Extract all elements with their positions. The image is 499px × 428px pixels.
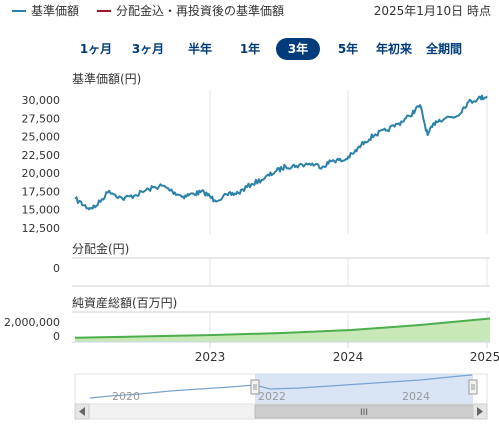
tab-1-month[interactable]: 1ヶ月 [79, 42, 113, 56]
tab-half-year[interactable]: 半年 [187, 42, 212, 56]
range-navigator[interactable]: 2020 2022 2024 [74, 373, 488, 405]
tab-all-time[interactable]: 全期間 [425, 42, 462, 56]
tab-1-year[interactable]: 1年 [239, 42, 261, 56]
price-series-line [74, 94, 488, 211]
distribution-panel: 0 [53, 257, 490, 287]
navigator-right-handle[interactable] [468, 379, 478, 395]
legend-base-price[interactable]: 基準価額 [12, 2, 79, 19]
navigator-series-line [89, 374, 473, 399]
price-y-tick: 15,000 [22, 204, 61, 217]
legend-reinvested-line [97, 9, 112, 12]
price-y-tick: 17,500 [22, 185, 61, 198]
legend-reinvested[interactable]: 分配金込・再投資後の基準価額 [97, 2, 284, 19]
chart-legend: 基準価額 分配金込・再投資後の基準価額 [12, 2, 302, 19]
scroll-left-arrow-icon [79, 407, 85, 416]
net-assets-y-tick-0: 0 [53, 330, 60, 343]
net-assets-line [74, 317, 491, 339]
x-tick-2024: 2024 [333, 350, 364, 364]
price-y-tick: 20,000 [22, 167, 61, 180]
tab-ytd[interactable]: 年初来 [375, 42, 412, 56]
net-assets-panel-title: 純資産総額(百万円) [72, 296, 178, 310]
scroll-right-arrow-icon [477, 407, 483, 416]
price-panel-title: 基準価額(円) [72, 72, 142, 86]
tab-3-years[interactable]: 3年 [276, 38, 320, 60]
price-y-tick: 30,000 [22, 94, 61, 107]
net-assets-y-tick-2m: 2,000,000 [4, 316, 60, 329]
navigator-scrollbar[interactable]: III [74, 403, 488, 420]
price-y-tick: 12,500 [22, 222, 61, 235]
price-y-tick: 25,000 [22, 131, 61, 144]
navigator-year-2022: 2022 [258, 390, 286, 403]
as-of-date: 2025年1月10日 時点 [373, 4, 491, 18]
scrollbar-thumb-grip: III [360, 408, 368, 418]
navigator-selection[interactable] [255, 374, 473, 404]
legend-reinvested-label: 分配金込・再投資後の基準価額 [116, 4, 285, 18]
price-y-axis: 30,000 27,500 25,000 22,500 20,000 17,500 15,0… [22, 94, 61, 235]
price-y-tick: 22,500 [22, 149, 61, 162]
x-tick-2023: 2023 [195, 350, 226, 364]
net-assets-area [75, 318, 490, 342]
tab-3-months[interactable]: 3ヶ月 [131, 42, 165, 56]
price-panel: 30,000 27,500 25,000 22,500 20,000 17,500 15,0… [22, 90, 488, 235]
navigator-year-2024: 2024 [402, 390, 430, 403]
tab-5-years[interactable]: 5年 [337, 42, 359, 56]
distribution-y-tick-0: 0 [53, 262, 60, 275]
legend-base-price-label: 基準価額 [31, 4, 80, 18]
navigator-left-handle[interactable] [250, 379, 260, 395]
legend-base-price-line [12, 9, 26, 12]
navigator-year-2020: 2020 [112, 390, 140, 403]
net-assets-panel: 2,000,000 0 [4, 311, 491, 343]
distribution-panel-title: 分配金(円) [72, 242, 130, 256]
x-tick-2025: 2025 [470, 350, 499, 364]
price-y-tick: 27,500 [22, 112, 61, 125]
